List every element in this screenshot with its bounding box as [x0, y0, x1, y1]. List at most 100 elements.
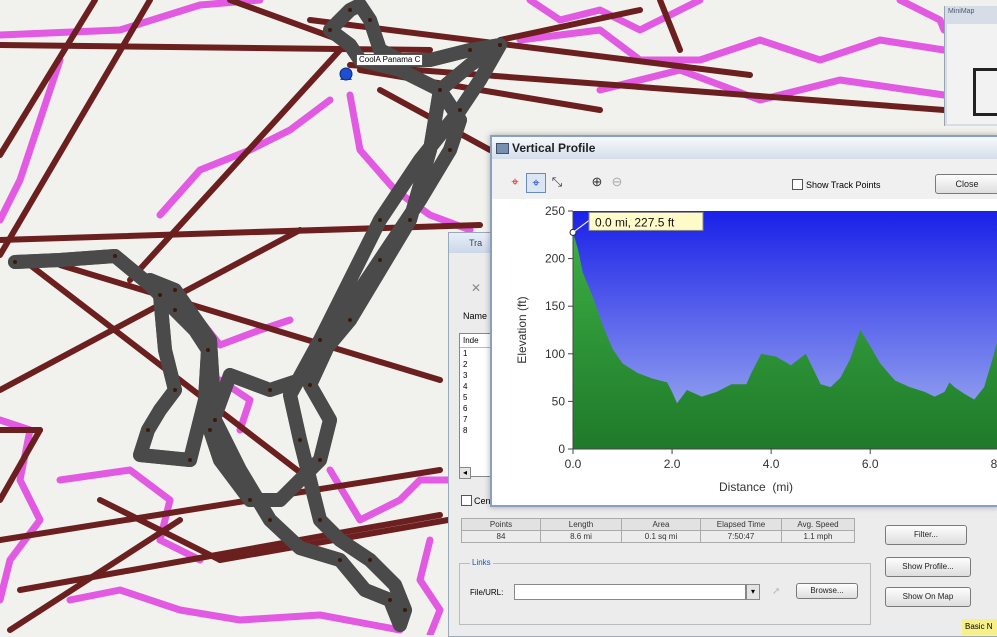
stats-value-elapsed-time: 7:50:47: [700, 530, 782, 543]
track-point[interactable]: [348, 8, 352, 12]
list-item[interactable]: 3: [463, 371, 468, 380]
minimap-view[interactable]: [947, 24, 997, 124]
track-point[interactable]: [208, 428, 212, 432]
y-axis-label: Elevation (ft): [515, 296, 529, 363]
show-on-map-button[interactable]: Show On Map: [885, 587, 971, 607]
track-point[interactable]: [206, 348, 210, 352]
x-tick-label: 4.0: [763, 457, 780, 471]
track-point[interactable]: [173, 308, 177, 312]
track-point[interactable]: [268, 388, 272, 392]
track-point[interactable]: [248, 498, 252, 502]
zoom-out-icon[interactable]: ⊖: [611, 174, 623, 189]
list-item[interactable]: 5: [463, 393, 468, 402]
status-badge: Basic N: [962, 619, 997, 635]
links-label: Links: [470, 558, 493, 567]
scroll-left-icon[interactable]: ◂: [459, 467, 471, 479]
select-zoom-icon[interactable]: ⤡: [551, 174, 563, 189]
list-item[interactable]: 6: [463, 404, 468, 413]
track-point[interactable]: [188, 458, 192, 462]
file-url-label: File/URL:: [470, 588, 504, 597]
track-point[interactable]: [328, 28, 332, 32]
chevron-down-icon[interactable]: ▾: [746, 584, 760, 600]
track-point[interactable]: [213, 418, 217, 422]
minimap-title: MiniMap: [948, 8, 975, 15]
track-point[interactable]: [318, 518, 322, 522]
index-column-header[interactable]: Inde: [460, 334, 500, 348]
file-url-input[interactable]: [514, 584, 746, 600]
list-item[interactable]: 2: [463, 360, 468, 369]
track-point[interactable]: [468, 48, 472, 52]
center-checkbox-label: Cen: [474, 495, 491, 506]
waypoint-pin-icon[interactable]: [339, 67, 353, 81]
elevation-area: [573, 232, 997, 449]
track-point[interactable]: [368, 18, 372, 22]
show-profile-button[interactable]: Show Profile...: [885, 557, 971, 577]
waypoint-label[interactable]: CoolA Panama C: [356, 54, 424, 66]
delete-icon[interactable]: ✕: [471, 281, 482, 295]
y-tick-label: 50: [552, 394, 566, 408]
stats-value-area: 0.1 sq mi: [621, 530, 701, 543]
track-point[interactable]: [388, 598, 392, 602]
x-tick-label: 0.0: [565, 457, 582, 471]
tooltip-text: 0.0 mi, 227.5 ft: [595, 215, 675, 229]
filter-button[interactable]: Filter...: [885, 525, 967, 545]
track-point[interactable]: [348, 318, 352, 322]
track-point[interactable]: [403, 608, 407, 612]
minimap-viewport-frame[interactable]: [973, 68, 997, 116]
track-point[interactable]: [448, 148, 452, 152]
browse-button[interactable]: Browse...: [796, 583, 858, 599]
vertical-profile-title: Vertical Profile: [512, 141, 596, 155]
go-link-icon[interactable]: ➚: [772, 586, 781, 597]
x-tick-label: 2.0: [664, 457, 681, 471]
list-item[interactable]: 1: [463, 349, 468, 358]
checkbox-box[interactable]: [792, 179, 803, 190]
zoom-in-icon[interactable]: ⊕: [591, 174, 603, 189]
stats-header-points: Points: [461, 518, 541, 531]
track-point[interactable]: [318, 458, 322, 462]
track-point[interactable]: [408, 218, 412, 222]
x-tick-label: 6.0: [862, 457, 879, 471]
vertical-profile-titlebar[interactable]: Vertical Profile: [492, 137, 997, 159]
elevation-chart[interactable]: 0 50 100 150 200 250 0.0 2.0 4.0 6.0 8.6 Elevation…: [492, 199, 997, 505]
track-point[interactable]: [113, 254, 117, 258]
y-tick-label: 150: [545, 299, 565, 313]
x-axis-label: Distance (mi): [719, 480, 793, 494]
track-point[interactable]: [298, 438, 302, 442]
track-point[interactable]: [173, 388, 177, 392]
y-tick-label: 100: [545, 347, 565, 361]
list-item[interactable]: 8: [463, 426, 468, 435]
track-point[interactable]: [146, 428, 150, 432]
chart-tooltip: 0.0 mi, 227.5 ft: [569, 211, 704, 236]
show-track-points-checkbox[interactable]: Show Track Points: [792, 179, 881, 190]
vertical-profile-window: Vertical Profile ⌖ ⌖ ⤡ ⊕ ⊖ Show Track Po…: [490, 135, 997, 507]
stats-header-area: Area: [621, 518, 701, 531]
minimap[interactable]: MiniMap: [944, 6, 997, 126]
y-tick-label: 250: [545, 204, 565, 218]
list-item[interactable]: 4: [463, 382, 468, 391]
center-checkbox[interactable]: Cen: [461, 495, 491, 506]
crosshair-blue-icon[interactable]: ⌖: [526, 173, 546, 193]
crosshair-red-icon[interactable]: ⌖: [511, 174, 519, 189]
track-point[interactable]: [378, 218, 382, 222]
track-point[interactable]: [438, 88, 442, 92]
track-point[interactable]: [338, 558, 342, 562]
stats-header-avg-speed: Avg. Speed: [781, 518, 855, 531]
track-point[interactable]: [173, 288, 177, 292]
track-point[interactable]: [308, 383, 312, 387]
stats-value-avg-speed: 1.1 mph: [781, 530, 855, 543]
track-point[interactable]: [368, 558, 372, 562]
checkbox-box[interactable]: [461, 495, 472, 506]
track-point[interactable]: [498, 43, 502, 47]
close-button[interactable]: Close: [935, 174, 997, 194]
track-point[interactable]: [378, 258, 382, 262]
track-point[interactable]: [268, 518, 272, 522]
track-point[interactable]: [13, 260, 17, 264]
links-group: Links File/URL: ▾ ➚ Browse...: [459, 558, 871, 625]
stats-value-length: 8.6 mi: [540, 530, 622, 543]
track-point[interactable]: [458, 108, 462, 112]
list-item[interactable]: 7: [463, 415, 468, 424]
name-label: Name: [463, 311, 488, 321]
track-point[interactable]: [318, 338, 322, 342]
track-point[interactable]: [158, 293, 162, 297]
